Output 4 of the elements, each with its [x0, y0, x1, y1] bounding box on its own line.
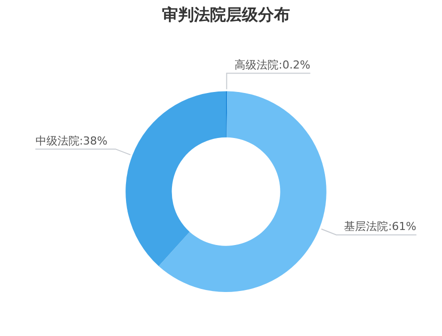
- slice-label: 高级法院:0.2%: [234, 58, 310, 72]
- slice-label: 基层法院:61%: [344, 220, 416, 234]
- slice-label: 中级法院:38%: [35, 134, 108, 148]
- chart-title: 审判法院层级分布: [162, 4, 290, 24]
